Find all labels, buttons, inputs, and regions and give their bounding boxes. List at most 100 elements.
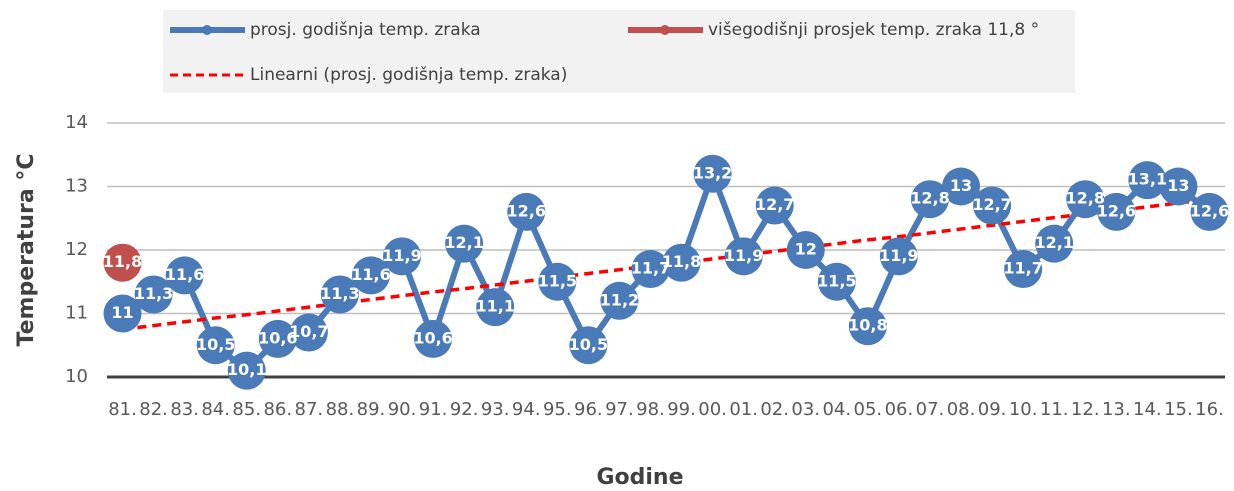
marker xyxy=(1035,224,1074,263)
x-tick-label: 97. xyxy=(605,399,634,420)
marker xyxy=(289,313,328,352)
legend-marker xyxy=(202,25,212,35)
data-label: 12,8 xyxy=(1066,189,1105,208)
x-tick-label: 99. xyxy=(667,399,696,420)
x-tick-label: 07. xyxy=(916,399,945,420)
data-label: 10,6 xyxy=(413,328,452,347)
data-label: 12,7 xyxy=(972,195,1011,214)
data-label: 11,9 xyxy=(879,246,918,265)
x-tick-label: 14. xyxy=(1133,399,1162,420)
data-label: 10,6 xyxy=(258,328,297,347)
x-tick-label: 91. xyxy=(419,399,448,420)
data-label: 13 xyxy=(950,176,972,195)
marker xyxy=(942,167,981,206)
marker xyxy=(445,224,484,263)
x-tick-label: 90. xyxy=(388,399,417,420)
data-label: 10,5 xyxy=(196,335,235,354)
marker xyxy=(1097,192,1136,231)
legend-label: višegodišnji prosjek temp. zraka 11,8 ° xyxy=(708,20,1039,40)
x-tick-label: 83. xyxy=(170,399,199,420)
data-label: 11,6 xyxy=(351,265,390,284)
data-label: 11,2 xyxy=(600,290,639,309)
data-label: 11,9 xyxy=(724,246,763,265)
marker xyxy=(817,262,856,301)
x-tick-label: 85. xyxy=(232,399,261,420)
data-label: 11,8 xyxy=(103,252,142,271)
data-label: 10,5 xyxy=(569,335,608,354)
marker xyxy=(134,275,173,314)
x-tick-label: 93. xyxy=(481,399,510,420)
marker xyxy=(631,250,670,289)
y-tick-label: 11 xyxy=(65,303,88,324)
legend-marker xyxy=(660,25,670,35)
data-label: 11,1 xyxy=(475,297,514,316)
marker xyxy=(569,326,608,365)
x-axis-title: Godine xyxy=(596,465,683,490)
marker xyxy=(786,231,825,269)
data-label: 11,6 xyxy=(165,265,204,284)
data-label: 12,8 xyxy=(910,189,949,208)
x-tick-label: 10. xyxy=(1009,399,1038,420)
data-label: 11,5 xyxy=(817,271,856,290)
marker xyxy=(414,319,453,358)
data-label: 13 xyxy=(1167,176,1189,195)
data-label: 13,2 xyxy=(693,163,732,182)
y-tick-label: 10 xyxy=(65,366,88,387)
x-tick-label: 92. xyxy=(450,399,479,420)
marker xyxy=(258,319,297,358)
x-tick-label: 13. xyxy=(1102,399,1131,420)
marker xyxy=(1004,250,1043,289)
marker xyxy=(227,351,266,390)
y-tick-label: 12 xyxy=(65,239,88,260)
data-label: 10,1 xyxy=(227,360,266,379)
marker xyxy=(879,237,918,276)
marker xyxy=(1190,192,1229,231)
marker xyxy=(910,180,949,219)
data-label: 10,8 xyxy=(848,316,887,335)
marker xyxy=(662,243,701,282)
data-label: 11 xyxy=(111,303,133,322)
x-tick-label: 12. xyxy=(1071,399,1100,420)
marker xyxy=(383,237,422,276)
x-tick-label: 84. xyxy=(201,399,230,420)
data-label: 11,7 xyxy=(1003,259,1042,278)
x-tick-label: 98. xyxy=(636,399,665,420)
x-tick-label: 87. xyxy=(295,399,324,420)
marker xyxy=(165,256,204,295)
x-tick-label: 94. xyxy=(512,399,541,420)
x-tick-label: 11. xyxy=(1040,399,1069,420)
data-label: 11,9 xyxy=(382,246,421,265)
x-tick-label: 88. xyxy=(326,399,355,420)
marker xyxy=(973,186,1012,225)
x-tick-label: 89. xyxy=(357,399,386,420)
marker xyxy=(103,294,142,333)
x-tick-label: 03. xyxy=(791,399,820,420)
y-axis-title: Temperatura °C xyxy=(14,154,39,347)
data-label: 11,5 xyxy=(538,271,577,290)
marker xyxy=(476,288,515,327)
data-label: 12,6 xyxy=(1097,201,1136,220)
data-label: 13,1 xyxy=(1128,170,1167,189)
x-tick-label: 86. xyxy=(263,399,292,420)
data-label: 11,8 xyxy=(662,252,701,271)
marker xyxy=(538,262,577,301)
x-tick-label: 16. xyxy=(1195,399,1224,420)
marker xyxy=(1128,161,1167,200)
y-tick-label: 14 xyxy=(65,112,88,133)
legend-label: Linearni (prosj. godišnja temp. zraka) xyxy=(250,65,567,85)
y-tick-label: 13 xyxy=(65,176,88,197)
data-label: 12,7 xyxy=(755,195,794,214)
data-label: 11,3 xyxy=(320,284,359,303)
marker xyxy=(196,326,235,365)
x-tick-label: 82. xyxy=(139,399,168,420)
data-label: 12,6 xyxy=(507,201,546,220)
legend-label: prosj. godišnja temp. zraka xyxy=(250,20,481,40)
x-tick-label: 09. xyxy=(978,399,1007,420)
data-label: 10,7 xyxy=(289,322,328,341)
marker xyxy=(103,243,142,282)
marker xyxy=(1066,180,1105,219)
x-tick-label: 04. xyxy=(822,399,851,420)
data-label: 11,7 xyxy=(631,259,670,278)
x-tick-label: 81. xyxy=(108,399,137,420)
